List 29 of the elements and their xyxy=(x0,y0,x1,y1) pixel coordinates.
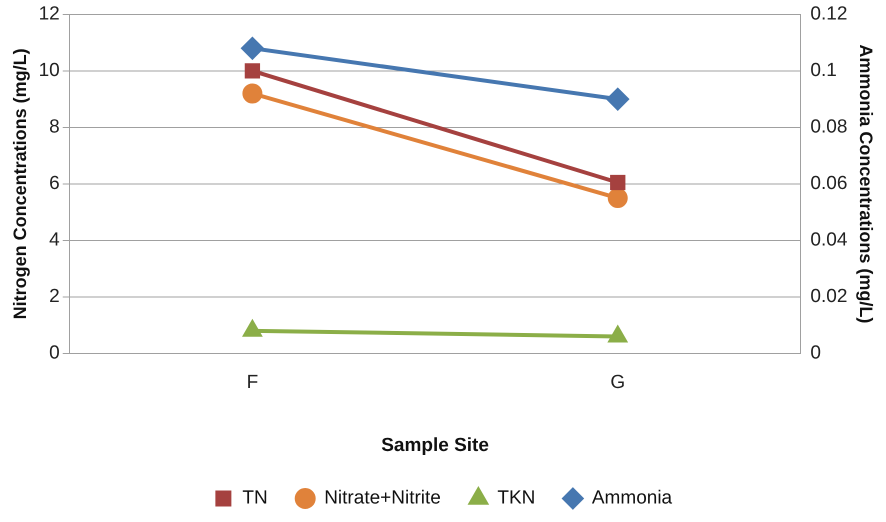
y-tick-label: 8 xyxy=(49,116,60,138)
point xyxy=(610,174,626,190)
x-tick-label: F xyxy=(246,372,258,394)
y-tick-label: 12 xyxy=(38,4,60,25)
x-tick-label: G xyxy=(610,372,626,394)
legend-label: Ammonia xyxy=(592,488,673,509)
point xyxy=(244,63,260,79)
y-tick-label: 0 xyxy=(49,342,60,364)
y2-tick-label: 0.1 xyxy=(810,60,837,82)
point xyxy=(243,320,262,337)
point xyxy=(242,84,262,104)
point xyxy=(608,326,627,342)
y2-tick-label: 0.08 xyxy=(810,116,848,138)
y-tick-label: 2 xyxy=(49,286,60,308)
y2-tick-label: 0.04 xyxy=(810,230,848,251)
y-axis-title: Nitrogen Concentrations (mg/L) xyxy=(10,48,30,320)
y-tick-label: 10 xyxy=(38,60,60,82)
y-tick-label: 6 xyxy=(49,173,60,194)
y2-tick-label: 0 xyxy=(810,342,821,364)
legend-label: Nitrate+Nitrite xyxy=(324,488,441,509)
y2-tick-label: 0.06 xyxy=(810,173,848,194)
y2-axis-title: Ammonia Concentrations (mg/L) xyxy=(856,44,876,324)
y2-tick-label: 0.12 xyxy=(810,4,848,25)
legend-label: TN xyxy=(242,488,268,509)
y2-tick-label: 0.02 xyxy=(810,286,848,308)
point xyxy=(608,188,628,208)
legend-label: TKN xyxy=(497,488,536,509)
y-tick-label: 4 xyxy=(49,230,60,251)
x-axis-title: Sample Site xyxy=(381,434,489,456)
